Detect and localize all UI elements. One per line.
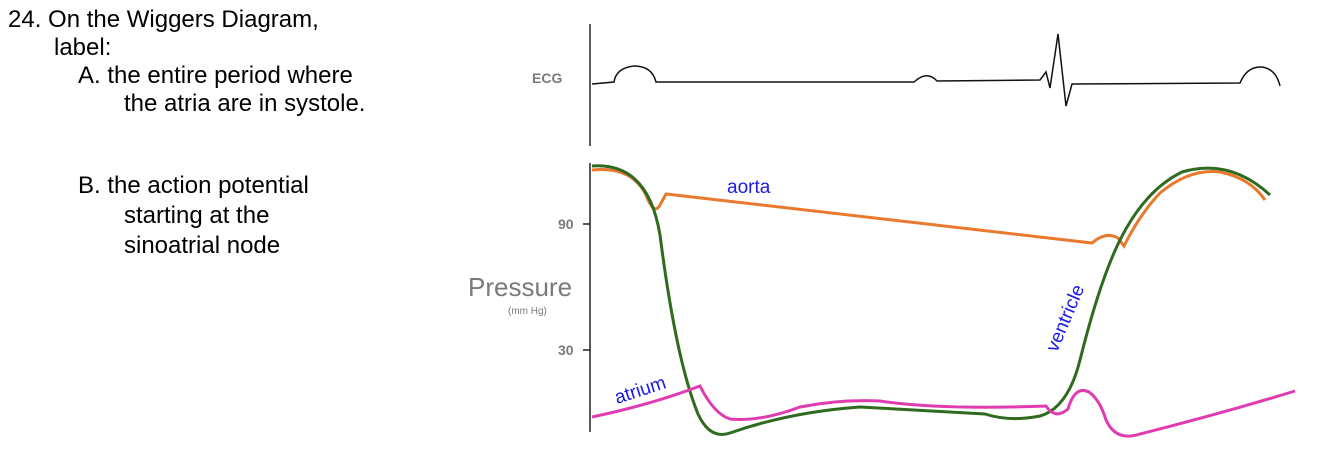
part-a-line-1: A. the entire period where — [78, 62, 353, 89]
ecg-trace — [591, 33, 1281, 107]
tick-label-90: 90 — [558, 216, 574, 232]
part-b-line-3: sinoatrial node — [124, 232, 281, 259]
ecg-label: ECG — [532, 70, 562, 86]
ventricle-pressure-trace — [591, 164, 1272, 436]
question-title: 24. On the Wiggers Diagram, — [8, 6, 319, 33]
part-a-line-2: the atria are in systole. — [124, 90, 366, 117]
pressure-label: Pressure — [468, 272, 572, 302]
atrium-pressure-trace — [591, 384, 1296, 438]
pressure-unit: (mm Hg) — [508, 306, 547, 317]
aorta-pressure-trace — [591, 168, 1267, 249]
question-instruction: label: — [54, 34, 112, 61]
aorta-label: aorta — [727, 177, 771, 198]
part-b-line-2: starting at the — [124, 202, 270, 229]
part-b-line-1: B. the action potential — [78, 172, 309, 199]
atrium-label: atrium — [612, 372, 669, 408]
tick-label-30: 30 — [558, 342, 574, 358]
ventricle-label: ventricle — [1042, 282, 1089, 355]
